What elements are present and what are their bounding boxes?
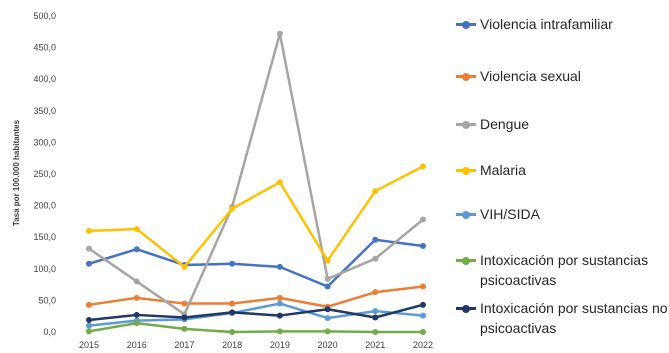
data-point bbox=[133, 311, 140, 318]
data-point bbox=[372, 314, 379, 321]
series-2 bbox=[86, 283, 426, 310]
data-point bbox=[86, 328, 92, 335]
data-point bbox=[229, 329, 236, 335]
x-tick-label: 2020 bbox=[318, 340, 338, 350]
series-lines bbox=[86, 30, 426, 335]
series-line bbox=[88, 165, 424, 269]
legend-swatch bbox=[456, 256, 476, 265]
legend-label: Malaria bbox=[480, 162, 526, 178]
series-7 bbox=[86, 301, 426, 323]
y-axis-ticks: 0,0 50,0 100,0 150,0 200,0 250,0 300,0 350,0 400… bbox=[33, 11, 56, 337]
data-point bbox=[229, 205, 236, 212]
data-point bbox=[86, 260, 92, 267]
data-point bbox=[133, 225, 140, 232]
legend-label: Violencia sexual bbox=[480, 68, 581, 84]
data-point bbox=[324, 283, 331, 290]
data-point bbox=[324, 328, 331, 335]
data-point bbox=[420, 163, 426, 170]
y-tick-label: 50,0 bbox=[38, 295, 56, 305]
data-point bbox=[229, 309, 236, 316]
y-tick-label: 400,0 bbox=[33, 74, 56, 84]
y-tick-label: 250,0 bbox=[33, 169, 56, 179]
data-point bbox=[181, 325, 188, 332]
data-point bbox=[420, 243, 426, 250]
data-point bbox=[86, 316, 92, 323]
data-point bbox=[372, 329, 379, 335]
series-line bbox=[88, 238, 424, 288]
y-tick-label: 350,0 bbox=[33, 106, 56, 116]
data-point bbox=[229, 260, 236, 267]
legend-swatch bbox=[456, 304, 476, 313]
data-point bbox=[420, 312, 426, 319]
legend-label: Dengue bbox=[480, 116, 530, 132]
legend-swatch bbox=[456, 166, 476, 175]
series-line bbox=[88, 302, 424, 327]
x-tick-label: 2019 bbox=[270, 340, 290, 350]
data-point bbox=[181, 314, 188, 321]
data-point bbox=[324, 315, 331, 322]
y-tick-label: 0,0 bbox=[43, 327, 56, 337]
data-point bbox=[276, 300, 283, 307]
legend-label: Violencia intrafamiliar bbox=[480, 16, 613, 32]
y-axis-label: Tasa por 100.000 habitantes bbox=[12, 119, 21, 226]
series-line bbox=[88, 32, 424, 316]
data-point bbox=[276, 312, 283, 319]
x-tick-label: 2022 bbox=[413, 340, 433, 350]
data-point bbox=[420, 283, 426, 290]
x-tick-label: 2018 bbox=[222, 340, 242, 350]
data-point bbox=[324, 275, 331, 282]
data-point bbox=[276, 294, 283, 301]
series-4 bbox=[86, 163, 426, 270]
data-point bbox=[86, 245, 92, 252]
data-point bbox=[181, 263, 188, 270]
data-point bbox=[276, 30, 283, 37]
series-6 bbox=[86, 320, 426, 335]
legend-swatch bbox=[456, 72, 476, 81]
data-point bbox=[420, 301, 426, 308]
data-point bbox=[324, 257, 331, 264]
data-point bbox=[372, 255, 379, 262]
legend-label: Intoxicación por sustancias psicoactivas bbox=[480, 252, 649, 288]
data-point bbox=[86, 227, 92, 234]
legend-label: Intoxicación por sustancias no psicoacti… bbox=[480, 300, 668, 336]
data-point bbox=[133, 278, 140, 285]
data-point bbox=[276, 179, 283, 186]
data-point bbox=[372, 236, 379, 243]
x-axis-ticks: 2015 2016 2017 2018 2019 2020 2021 2022 bbox=[79, 340, 433, 350]
data-point bbox=[420, 216, 426, 223]
data-point bbox=[324, 306, 331, 313]
data-point bbox=[372, 289, 379, 296]
data-point bbox=[181, 300, 188, 307]
x-tick-label: 2015 bbox=[79, 340, 99, 350]
y-tick-label: 150,0 bbox=[33, 232, 56, 242]
y-tick-label: 500,0 bbox=[33, 11, 56, 21]
data-point bbox=[133, 294, 140, 301]
series-3 bbox=[86, 30, 426, 318]
data-point bbox=[276, 263, 283, 270]
legend-swatch bbox=[456, 120, 476, 129]
data-point bbox=[420, 329, 426, 335]
data-point bbox=[133, 246, 140, 253]
data-point bbox=[86, 301, 92, 308]
series-line bbox=[88, 321, 423, 334]
x-tick-label: 2016 bbox=[127, 340, 147, 350]
x-tick-label: 2021 bbox=[365, 340, 385, 350]
data-point bbox=[229, 300, 236, 307]
y-tick-label: 100,0 bbox=[33, 264, 56, 274]
data-point bbox=[276, 328, 283, 335]
y-tick-label: 300,0 bbox=[33, 137, 56, 147]
legend-label: VIH/SIDA bbox=[480, 206, 540, 222]
data-point bbox=[372, 188, 379, 195]
x-tick-label: 2017 bbox=[174, 340, 194, 350]
data-point bbox=[372, 308, 379, 315]
y-tick-label: 450,0 bbox=[33, 43, 56, 53]
series-line bbox=[88, 285, 424, 308]
series-line bbox=[88, 303, 424, 322]
y-tick-label: 200,0 bbox=[33, 201, 56, 211]
data-point bbox=[133, 320, 140, 327]
legend-swatch bbox=[456, 210, 476, 219]
legend-swatch bbox=[456, 20, 476, 29]
data-point bbox=[86, 322, 92, 329]
